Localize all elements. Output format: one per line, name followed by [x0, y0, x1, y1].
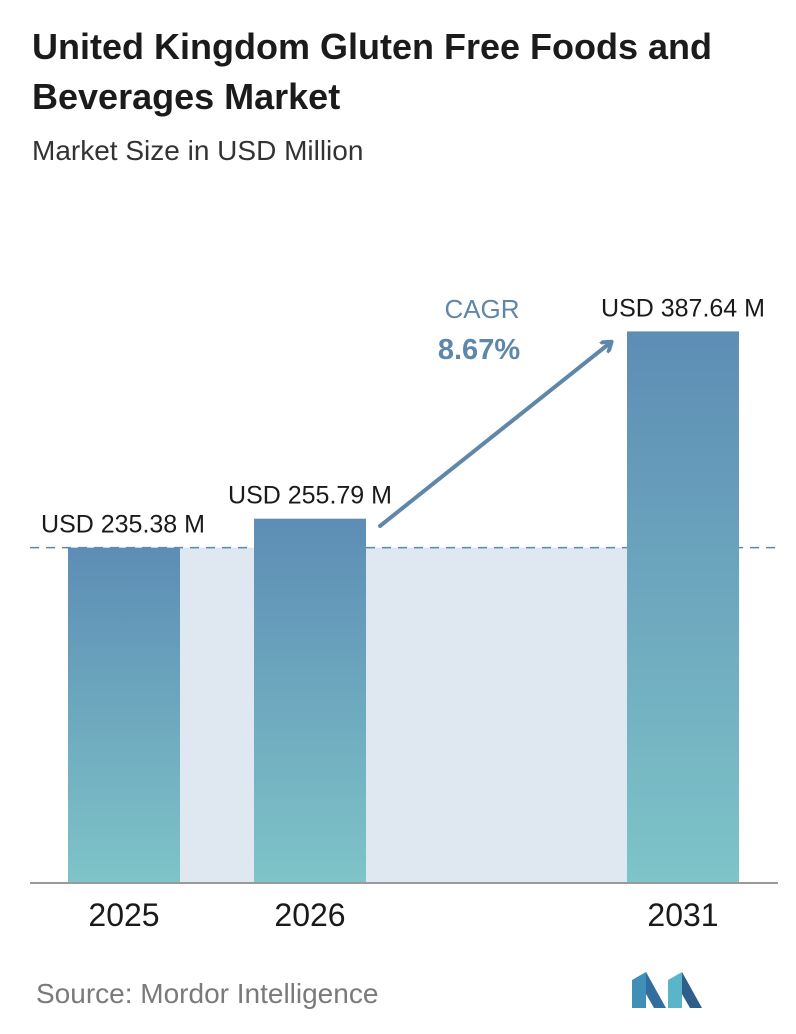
tick-label-2025: 2025 [88, 897, 159, 933]
value-label-2026: USD 255.79 M [228, 482, 392, 510]
tick-label-2026: 2026 [274, 897, 345, 933]
source-note: Source: Mordor Intelligence [36, 978, 379, 1009]
chart-title: United Kingdom Gluten Free Foods and Bev… [32, 26, 712, 117]
value-label-2031: USD 387.64 M [601, 294, 765, 322]
chart-subtitle: Market Size in USD Million [32, 135, 364, 166]
tick-label-2031: 2031 [647, 897, 718, 933]
cagr-value: 8.67% [438, 334, 520, 366]
bar-2025 [68, 547, 180, 882]
bar-2031 [627, 331, 739, 883]
bar-2026 [254, 518, 366, 882]
cagr-label: CAGR [444, 294, 519, 324]
mordor-intelligence-logo [632, 972, 702, 1008]
cagr-arrow [378, 343, 610, 528]
value-label-2025: USD 235.38 M [41, 511, 205, 539]
bar-chart: USD 235.38 M 2025 USD 255.79 M 2026 USD 387.… [30, 294, 780, 933]
